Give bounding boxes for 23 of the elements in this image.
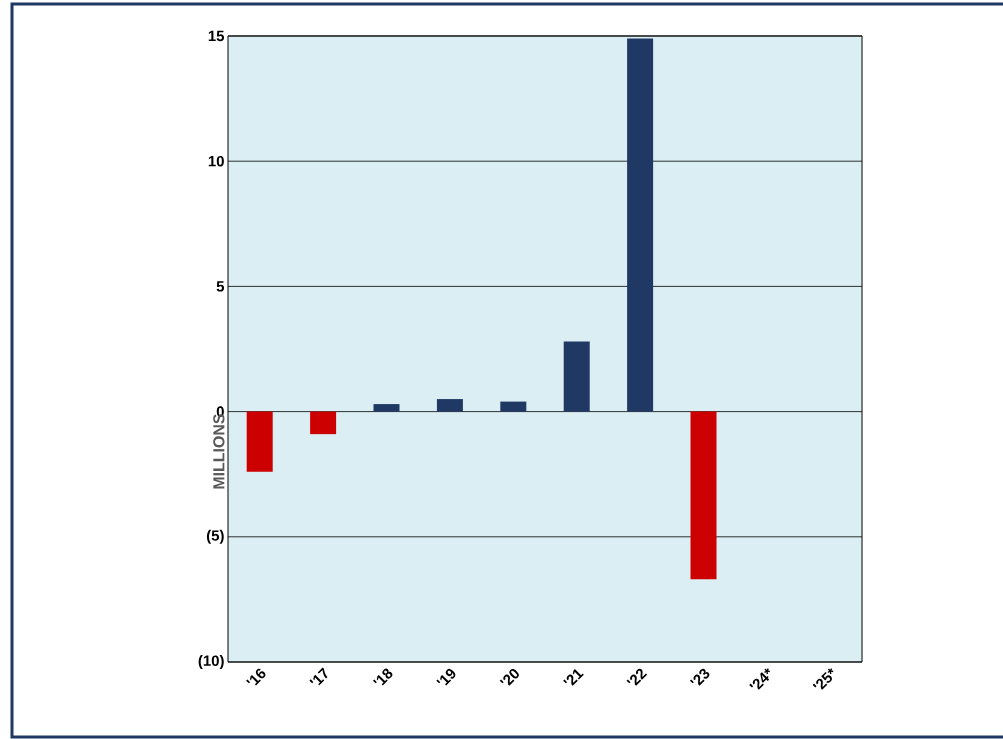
y-tick-label: (10)	[198, 655, 224, 669]
x-tick-label: '18	[372, 668, 393, 686]
bar	[627, 38, 654, 412]
bar	[690, 411, 717, 580]
x-tick-label: '23	[689, 668, 710, 686]
x-tick-label: '25*	[812, 668, 834, 690]
y-tick-label: 15	[208, 30, 225, 42]
bar	[436, 399, 463, 412]
bar	[373, 404, 400, 412]
x-tick-label: '20	[499, 668, 519, 686]
bar	[500, 401, 527, 412]
bar	[563, 341, 590, 412]
x-tick-label: '22	[626, 668, 648, 686]
x-tick-label: '17	[309, 667, 328, 686]
x-tick-label: '19	[436, 668, 456, 686]
x-tick-label: '21	[563, 669, 584, 686]
y-tick-label: 5	[216, 281, 225, 292]
bar	[310, 411, 337, 435]
y-tick-label: 10	[208, 155, 224, 167]
x-tick-label: '24*	[749, 668, 770, 690]
x-tick-label: '16	[246, 668, 266, 686]
bar	[246, 411, 273, 472]
y-tick-label: (5)	[206, 529, 224, 544]
